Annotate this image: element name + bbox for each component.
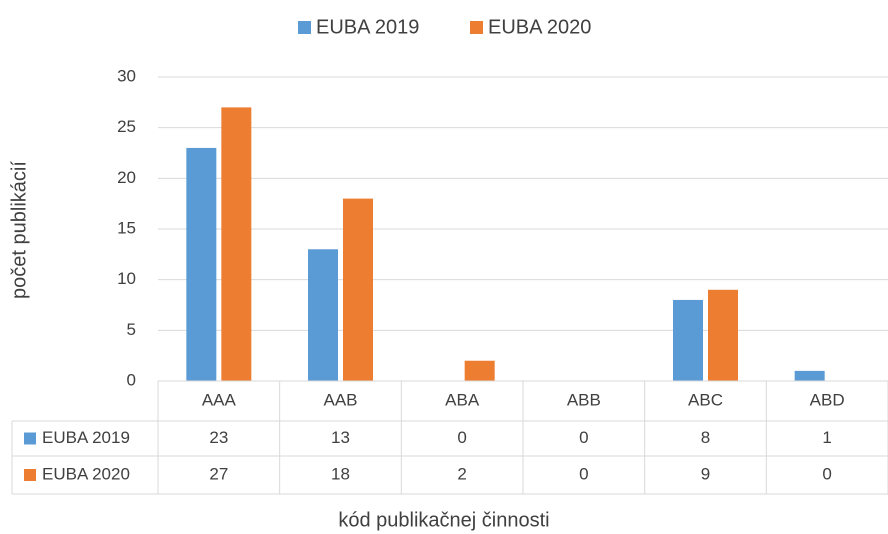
table-cell: 13	[331, 428, 350, 447]
table-series-label: EUBA 2019	[42, 428, 130, 447]
table-cell: 9	[701, 464, 710, 483]
table-swatch	[24, 432, 36, 445]
bar	[221, 107, 252, 382]
y-tick-label: 20	[117, 168, 136, 187]
x-tick-label: AAA	[202, 390, 237, 409]
y-tick-label: 25	[117, 117, 136, 136]
bar	[343, 198, 373, 381]
y-tick-label: 5	[127, 320, 136, 339]
bar	[464, 360, 495, 381]
table-cell: 0	[822, 464, 831, 483]
x-tick-label: ABD	[810, 390, 845, 409]
table-cell: 2	[457, 464, 466, 483]
bar	[308, 249, 338, 381]
y-tick-label: 30	[117, 66, 136, 85]
y-tick-label: 0	[127, 370, 136, 389]
table-cell: 8	[701, 428, 710, 447]
bar	[673, 299, 703, 381]
legend-swatch	[470, 21, 483, 34]
y-axis-label: počet publikácií	[8, 161, 30, 299]
x-tick-label: ABA	[445, 390, 480, 409]
x-tick-label: AAB	[323, 390, 357, 409]
y-tick-label: 10	[117, 269, 136, 288]
table-cell: 18	[331, 464, 350, 483]
table-series-label: EUBA 2020	[42, 464, 130, 483]
bar	[708, 289, 738, 381]
table-cell: 0	[579, 464, 588, 483]
bar	[186, 147, 217, 381]
x-tick-label: ABC	[688, 390, 723, 409]
table-cell: 0	[457, 428, 466, 447]
table-cell: 23	[209, 428, 228, 447]
y-tick-label: 15	[117, 218, 136, 237]
table-cell: 0	[579, 428, 588, 447]
x-axis-label: kód publikačnej činnosti	[338, 509, 549, 531]
legend-label: EUBA 2019	[316, 16, 419, 38]
legend-label: EUBA 2020	[488, 16, 591, 38]
table-swatch	[24, 469, 36, 481]
table-cell: 27	[209, 464, 228, 483]
bar	[794, 370, 825, 381]
x-tick-label: ABB	[567, 390, 601, 409]
legend-swatch	[298, 21, 311, 34]
table-cell: 1	[822, 428, 831, 447]
